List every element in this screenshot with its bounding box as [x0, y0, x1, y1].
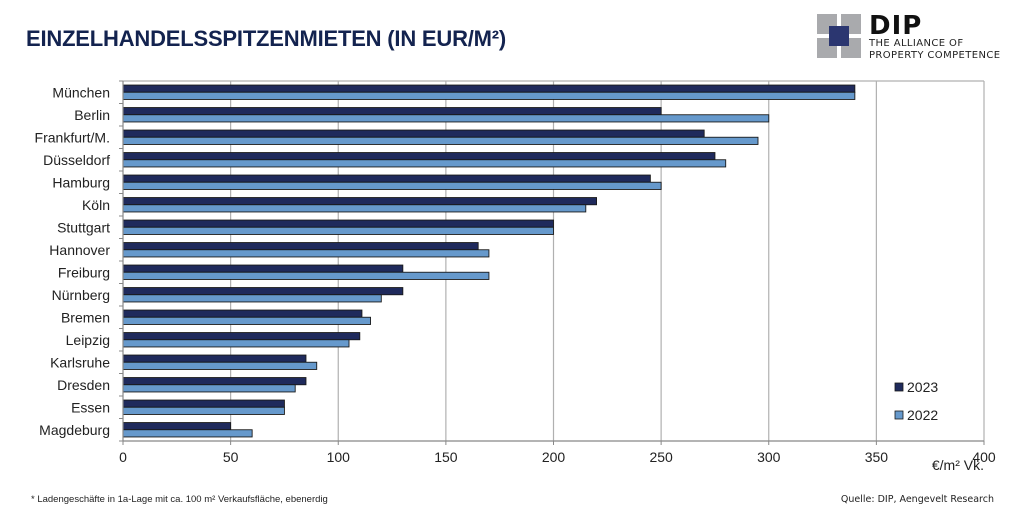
x-tick-label: 400: [972, 449, 996, 465]
category-label: Köln: [82, 197, 110, 213]
bar-2022-7: [122, 249, 490, 258]
axes: [119, 80, 985, 445]
category-label: Hannover: [49, 242, 110, 258]
category-label: Nürnberg: [52, 287, 110, 303]
bar-2022-15: [122, 429, 253, 438]
bar-2022-2: [122, 136, 759, 145]
x-tick-label: 100: [327, 449, 351, 465]
bar-2022-3: [122, 159, 727, 168]
category-label: Berlin: [74, 107, 110, 123]
category-label: Magdeburg: [39, 422, 110, 438]
legend-label-2022: 2022: [907, 407, 938, 423]
bar-2022-13: [122, 384, 296, 393]
bar-2023-7: [122, 242, 479, 251]
bar-2023-3: [122, 152, 716, 161]
tick-labels: 0 50 100 150 200 250 300 350 400: [119, 449, 996, 465]
legend: 2023 2022: [894, 379, 938, 423]
category-label: Karlsruhe: [50, 354, 110, 370]
bar-2023-1: [122, 107, 662, 116]
bar-2022-8: [122, 271, 490, 280]
x-tick-label: 250: [649, 449, 673, 465]
bar-2023-13: [122, 377, 307, 386]
x-axis-label: €/m² Vk.: [932, 457, 984, 473]
chart-title: EINZELHANDELSSPITZENMIETEN (IN EUR/M²): [26, 26, 507, 51]
category-label: Leipzig: [66, 332, 110, 348]
category-label: Hamburg: [52, 174, 110, 190]
bar-2022-9: [122, 294, 382, 303]
bar-2023-2: [122, 129, 705, 138]
bar-2022-14: [122, 406, 285, 415]
bar-2023-0: [122, 84, 856, 93]
category-label: Freiburg: [58, 264, 110, 280]
bar-2023-12: [122, 354, 307, 363]
legend-swatch-2022: [894, 410, 904, 420]
bar-2023-6: [122, 219, 554, 228]
category-labels: München Berlin Frankfurt/M. Düsseldorf Hambu…: [35, 84, 111, 438]
bar-2023-15: [122, 422, 232, 431]
category-label: Düsseldorf: [43, 152, 110, 168]
bar-2022-12: [122, 361, 318, 370]
x-tick-label: 150: [434, 449, 458, 465]
category-label: Bremen: [61, 309, 110, 325]
bar-2022-5: [122, 204, 587, 213]
bar-2023-8: [122, 264, 404, 273]
category-label: Dresden: [57, 377, 110, 393]
legend-label-2023: 2023: [907, 379, 938, 395]
category-label: Essen: [71, 399, 110, 415]
source-note: Quelle: DIP, Aengevelt Research: [840, 494, 994, 505]
legend-swatch-2023: [894, 382, 904, 392]
bars: [122, 84, 856, 438]
category-label: Frankfurt/M.: [35, 129, 110, 145]
category-label: Stuttgart: [57, 219, 110, 235]
logo-tagline-2: PROPERTY COMPETENCE: [869, 50, 1001, 61]
logo-wordmark: DIP: [869, 11, 923, 41]
x-tick-label: 50: [223, 449, 239, 465]
footnote: * Ladengeschäfte in 1a-Lage mit ca. 100 …: [31, 494, 328, 505]
bar-2022-6: [122, 226, 554, 235]
logo-tagline-1: THE ALLIANCE OF: [869, 38, 964, 49]
bar-2022-1: [122, 114, 770, 123]
bar-2022-11: [122, 339, 350, 348]
bar-2023-10: [122, 309, 363, 318]
x-tick-label: 300: [757, 449, 781, 465]
x-tick-label: 200: [542, 449, 566, 465]
x-tick-label: 350: [865, 449, 889, 465]
bar-2023-4: [122, 174, 651, 183]
dip-logo: DIP THE ALLIANCE OF PROPERTY COMPETENCE: [817, 11, 1017, 64]
bar-2022-4: [122, 181, 662, 190]
bar-2023-5: [122, 197, 597, 206]
bar-2023-9: [122, 287, 404, 296]
bar-2023-14: [122, 399, 285, 408]
category-label: München: [52, 84, 110, 100]
bar-2023-11: [122, 332, 361, 341]
bar-2022-10: [122, 316, 371, 325]
x-tick-label: 0: [119, 449, 127, 465]
bar-2022-0: [122, 91, 856, 100]
logo-squares-icon: [817, 14, 861, 58]
